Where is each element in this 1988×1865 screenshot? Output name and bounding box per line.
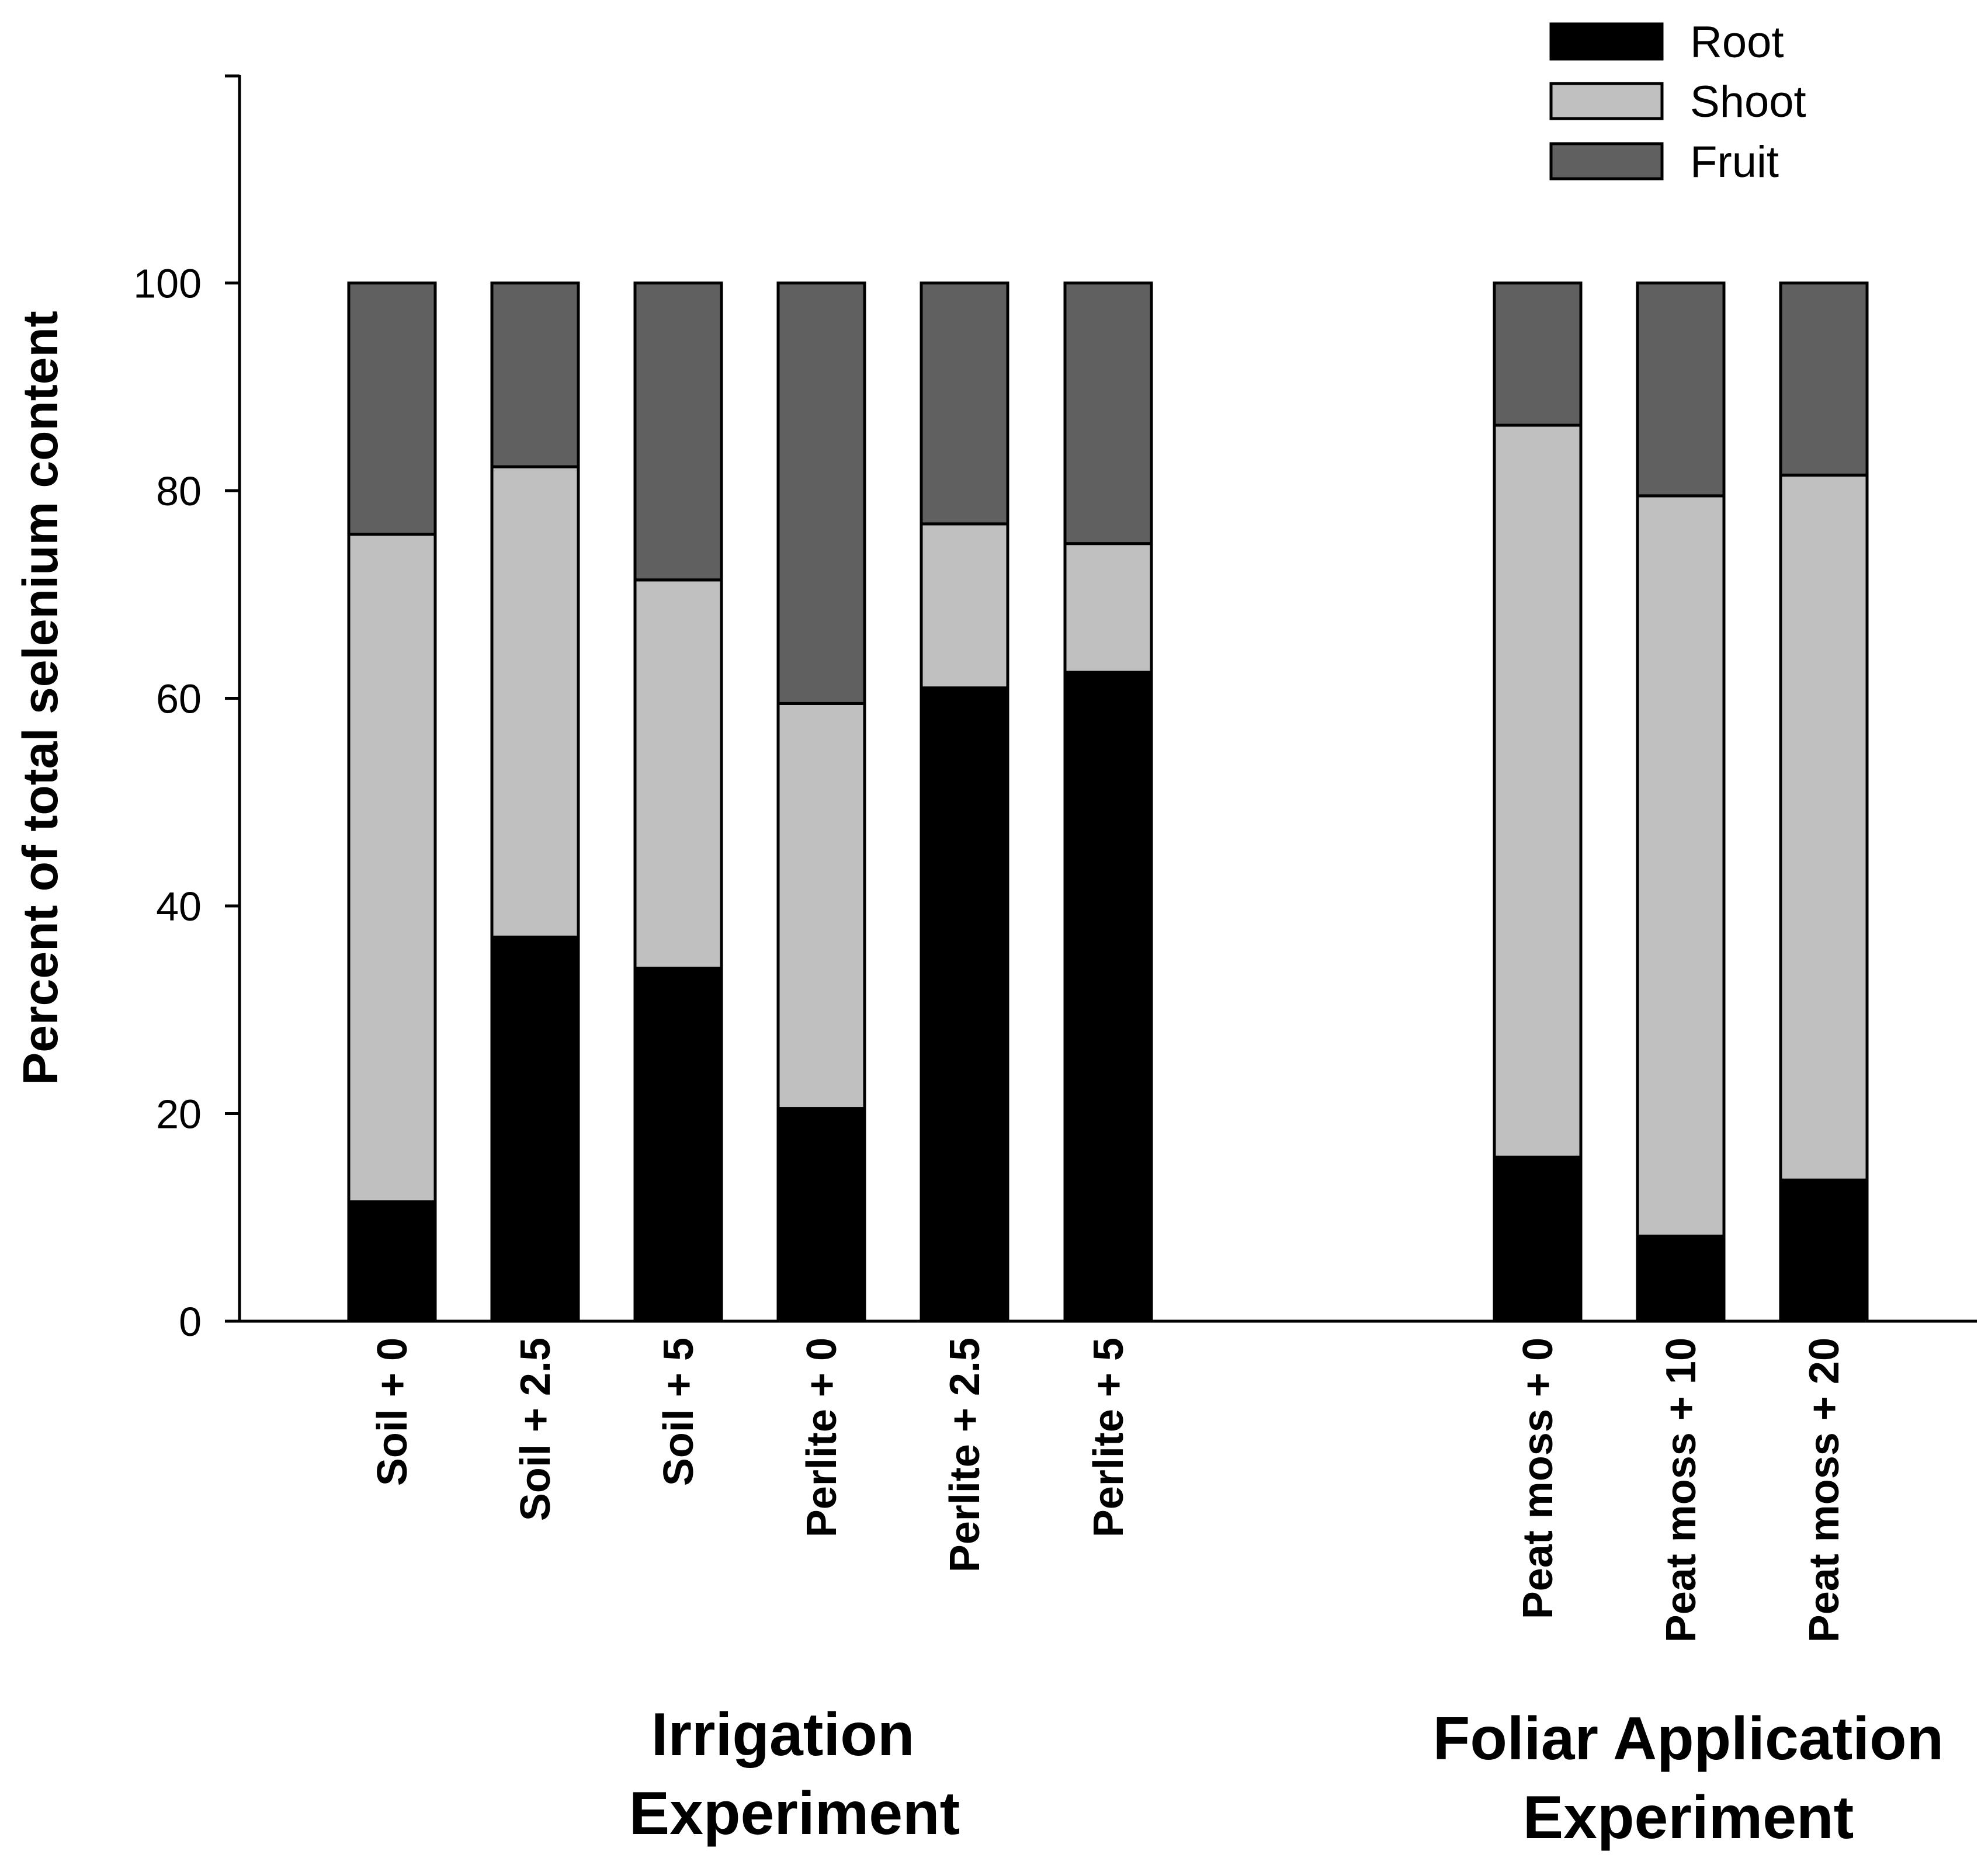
bar-root-perlite-2-5 [920,686,1009,1323]
bar-shoot-peat-moss-20 [1779,473,1869,1182]
bar-root-perlite-0 [776,1107,866,1323]
group-label-foliar-line1: Foliar Application [1433,1705,1944,1773]
bar-shoot-peat-moss-0 [1493,423,1583,1159]
y-tick-label-80: 80 [156,468,202,514]
bar-fruit-perlite-5 [1063,282,1153,546]
bar-root-peat-moss-20 [1779,1178,1869,1323]
category-label-perlite-0: Perlite + 0 [799,1338,845,1537]
y-tick-label-20: 20 [156,1092,202,1137]
category-label-peat-moss-10: Peat moss + 10 [1658,1338,1705,1642]
bar-root-peat-moss-10 [1636,1234,1726,1323]
legend-label-root: Root [1690,18,1784,67]
legend-swatch-shoot [1549,82,1664,120]
bar-root-soil-5 [633,967,723,1323]
bar-root-soil-0 [347,1200,437,1323]
legend-swatch-fruit [1549,142,1664,180]
bar-shoot-perlite-0 [776,701,866,1110]
category-label-soil-0: Soil + 0 [369,1338,416,1486]
bar-root-soil-2-5 [490,935,580,1323]
bar-shoot-perlite-5 [1063,542,1153,674]
bar-shoot-soil-2-5 [490,465,580,939]
bar-root-perlite-5 [1063,671,1153,1323]
bar-shoot-perlite-2-5 [920,522,1009,690]
category-label-peat-moss-20: Peat moss + 20 [1801,1338,1848,1642]
category-label-peat-moss-0: Peat moss + 0 [1515,1338,1562,1619]
y-tick-label-100: 100 [133,261,202,307]
bar-fruit-peat-moss-10 [1636,282,1726,498]
y-tick-label-0: 0 [179,1299,202,1345]
bar-fruit-peat-moss-0 [1493,282,1583,427]
bar-fruit-soil-2-5 [490,282,580,468]
legend-label-fruit: Fruit [1690,137,1779,187]
legend: Root Shoot Fruit [1549,18,1806,187]
bar-shoot-peat-moss-10 [1636,494,1726,1238]
y-tick-label-60: 60 [156,676,202,722]
y-axis-title: Percent of total selenium content [13,311,68,1085]
bars [347,282,1869,1323]
bar-root-peat-moss-0 [1493,1155,1583,1323]
category-label-soil-2-5: Soil + 2.5 [512,1338,559,1521]
bar-fruit-soil-5 [633,282,723,582]
bar-fruit-soil-0 [347,282,437,536]
group-label-irrigation-line2: Experiment [629,1780,960,1847]
category-labels: Soil + 0 Soil + 2.5 Soil + 5 Perlite + 0 Per… [369,1338,1848,1642]
category-label-soil-5: Soil + 5 [655,1338,702,1486]
bar-fruit-perlite-0 [776,282,866,705]
bar-fruit-peat-moss-20 [1779,282,1869,477]
bar-fruit-perlite-2-5 [920,282,1009,526]
legend-label-shoot: Shoot [1690,77,1806,127]
group-label-foliar-line2: Experiment [1523,1784,1854,1852]
bar-shoot-soil-5 [633,578,723,970]
legend-swatch-root [1549,22,1664,61]
y-axis-ticks: 0 20 40 60 80 100 [133,261,240,1345]
group-label-irrigation-line1: Irrigation [651,1701,915,1769]
category-label-perlite-2-5: Perlite + 2.5 [942,1338,988,1572]
axes [225,74,1977,1323]
category-label-perlite-5: Perlite + 5 [1085,1338,1132,1537]
y-tick-label-40: 40 [156,884,202,929]
bar-shoot-soil-0 [347,533,437,1204]
